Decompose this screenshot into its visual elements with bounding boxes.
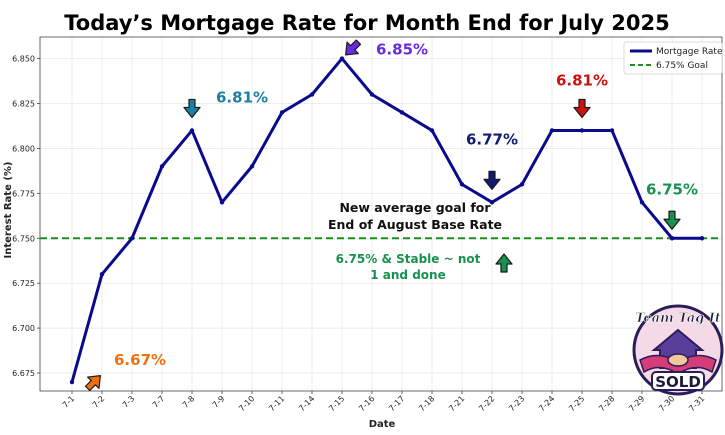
x-tick-label: 7-3	[121, 394, 137, 410]
legend-label-goal: 6.75% Goal	[656, 61, 708, 71]
y-tick-label: 6.850	[12, 55, 35, 64]
annotation-label: 6.75%	[646, 180, 698, 198]
logo-sold-box	[651, 371, 705, 391]
x-tick-label: 7-14	[297, 394, 316, 413]
data-point	[339, 56, 345, 61]
data-point	[549, 128, 555, 133]
data-point	[159, 164, 165, 169]
data-point	[279, 110, 285, 115]
notes-layer: New average goal for End of August Base R…	[328, 200, 513, 282]
data-point	[699, 236, 705, 241]
note-line: New average goal for	[339, 200, 491, 215]
x-tick-label: 7-1	[61, 394, 77, 410]
x-tick-label: 7-18	[417, 394, 436, 413]
x-tick-label: 7-23	[507, 394, 526, 413]
arrow-shape	[495, 253, 513, 273]
arrow-icon	[345, 39, 362, 56]
data-point	[129, 236, 135, 241]
x-tick-label: 7-24	[537, 394, 556, 413]
data-point	[309, 92, 315, 97]
x-tick-label: 7-16	[357, 394, 376, 413]
annotation-label: 6.67%	[114, 351, 166, 369]
data-point	[459, 182, 465, 187]
annotations-layer: 6.67% 6.81% 6.85% 6.77% 6.81% 6.75%	[84, 39, 698, 392]
data-point	[399, 110, 405, 115]
team-tag-it-sold-logo: Team Tag It SOLD	[632, 304, 724, 396]
data-point	[219, 200, 225, 205]
series-layer	[69, 56, 705, 385]
data-point	[249, 164, 255, 169]
series-line-mortgage-rate	[70, 57, 702, 383]
arrow-shape	[483, 170, 501, 190]
x-tick-label: 7-22	[477, 394, 496, 413]
x-tick-label: 7-7	[151, 394, 167, 410]
arrow-shape	[345, 39, 362, 56]
x-tick-label: 7-10	[237, 394, 256, 413]
up-arrow-icon	[495, 253, 513, 273]
data-point	[69, 379, 75, 385]
x-tick-label: 7-15	[327, 394, 346, 413]
x-tick-label: 7-17	[387, 394, 406, 413]
note-line: 1 and done	[370, 268, 445, 282]
x-tick-label: 7-8	[181, 394, 197, 410]
axes-layer	[37, 36, 723, 394]
arrow-icon	[663, 210, 681, 230]
data-point	[639, 200, 645, 205]
legend-label-mortgage-rate: Mortgage Rate	[656, 47, 723, 57]
x-tick-label: 7-21	[447, 394, 466, 413]
x-tick-label: 7-29	[627, 394, 646, 413]
y-tick-label: 6.725	[12, 279, 35, 288]
x-tick-label: 7-25	[567, 394, 586, 413]
annotation-label: 6.85%	[376, 41, 428, 59]
x-tick-label: 7-2	[91, 394, 107, 410]
data-point	[429, 128, 435, 133]
chart-title: Today’s Mortgage Rate for Month End for …	[64, 11, 670, 35]
plot-frame	[39, 36, 723, 392]
data-point	[489, 200, 495, 205]
arrow-icon	[84, 375, 101, 392]
data-point	[579, 128, 585, 133]
annotation-label: 6.77%	[466, 130, 518, 148]
y-tick-label: 6.700	[12, 324, 35, 333]
y-axis-label: Interest Rate (%)	[3, 162, 14, 259]
y-tick-label: 6.825	[12, 99, 35, 108]
data-point	[669, 236, 675, 241]
note-line: End of August Base Rate	[328, 217, 502, 232]
legend: Mortgage Rate 6.75% Goal	[623, 41, 723, 75]
x-tick-label: 7-11	[267, 394, 286, 413]
handshake-icon	[667, 353, 689, 367]
data-point	[369, 92, 375, 97]
arrow-icon	[573, 98, 591, 119]
x-tick-label: 7-28	[597, 394, 616, 413]
data-point	[609, 128, 615, 133]
arrow-icon	[183, 98, 201, 119]
data-point	[189, 128, 195, 133]
annotation-label: 6.81%	[556, 71, 608, 89]
arrow-icon	[483, 170, 501, 190]
arrow-shape	[663, 210, 681, 230]
y-tick-label: 6.750	[12, 234, 35, 243]
arrow-shape	[183, 98, 201, 119]
annotation-label: 6.81%	[216, 88, 268, 106]
arrow-shape	[573, 98, 591, 119]
data-point	[519, 182, 525, 187]
y-tick-label: 6.675	[12, 369, 35, 378]
logo-sold-text: SOLD	[655, 373, 701, 391]
x-tick-label: 7-31	[687, 394, 706, 413]
data-point	[99, 271, 105, 277]
y-tick-label: 6.775	[12, 189, 35, 198]
note-line: 6.75% & Stable ~ not	[336, 252, 481, 266]
x-tick-labels: 7-1 7-2 7-3 7-7 7-8 7-9 7-10 7-11 7-14 7-15 7-16 7-…	[61, 394, 707, 413]
y-tick-label: 6.800	[12, 144, 35, 153]
x-tick-label: 7-30	[657, 394, 676, 413]
y-tick-labels: 6.675 6.700 6.725 6.750 6.775 6.800 6.825 6.850	[12, 55, 35, 378]
arrow-shape	[84, 375, 101, 392]
logo-top-text: Team Tag It	[635, 311, 721, 326]
x-tick-label: 7-9	[211, 394, 227, 410]
x-axis-label: Date	[369, 419, 396, 430]
